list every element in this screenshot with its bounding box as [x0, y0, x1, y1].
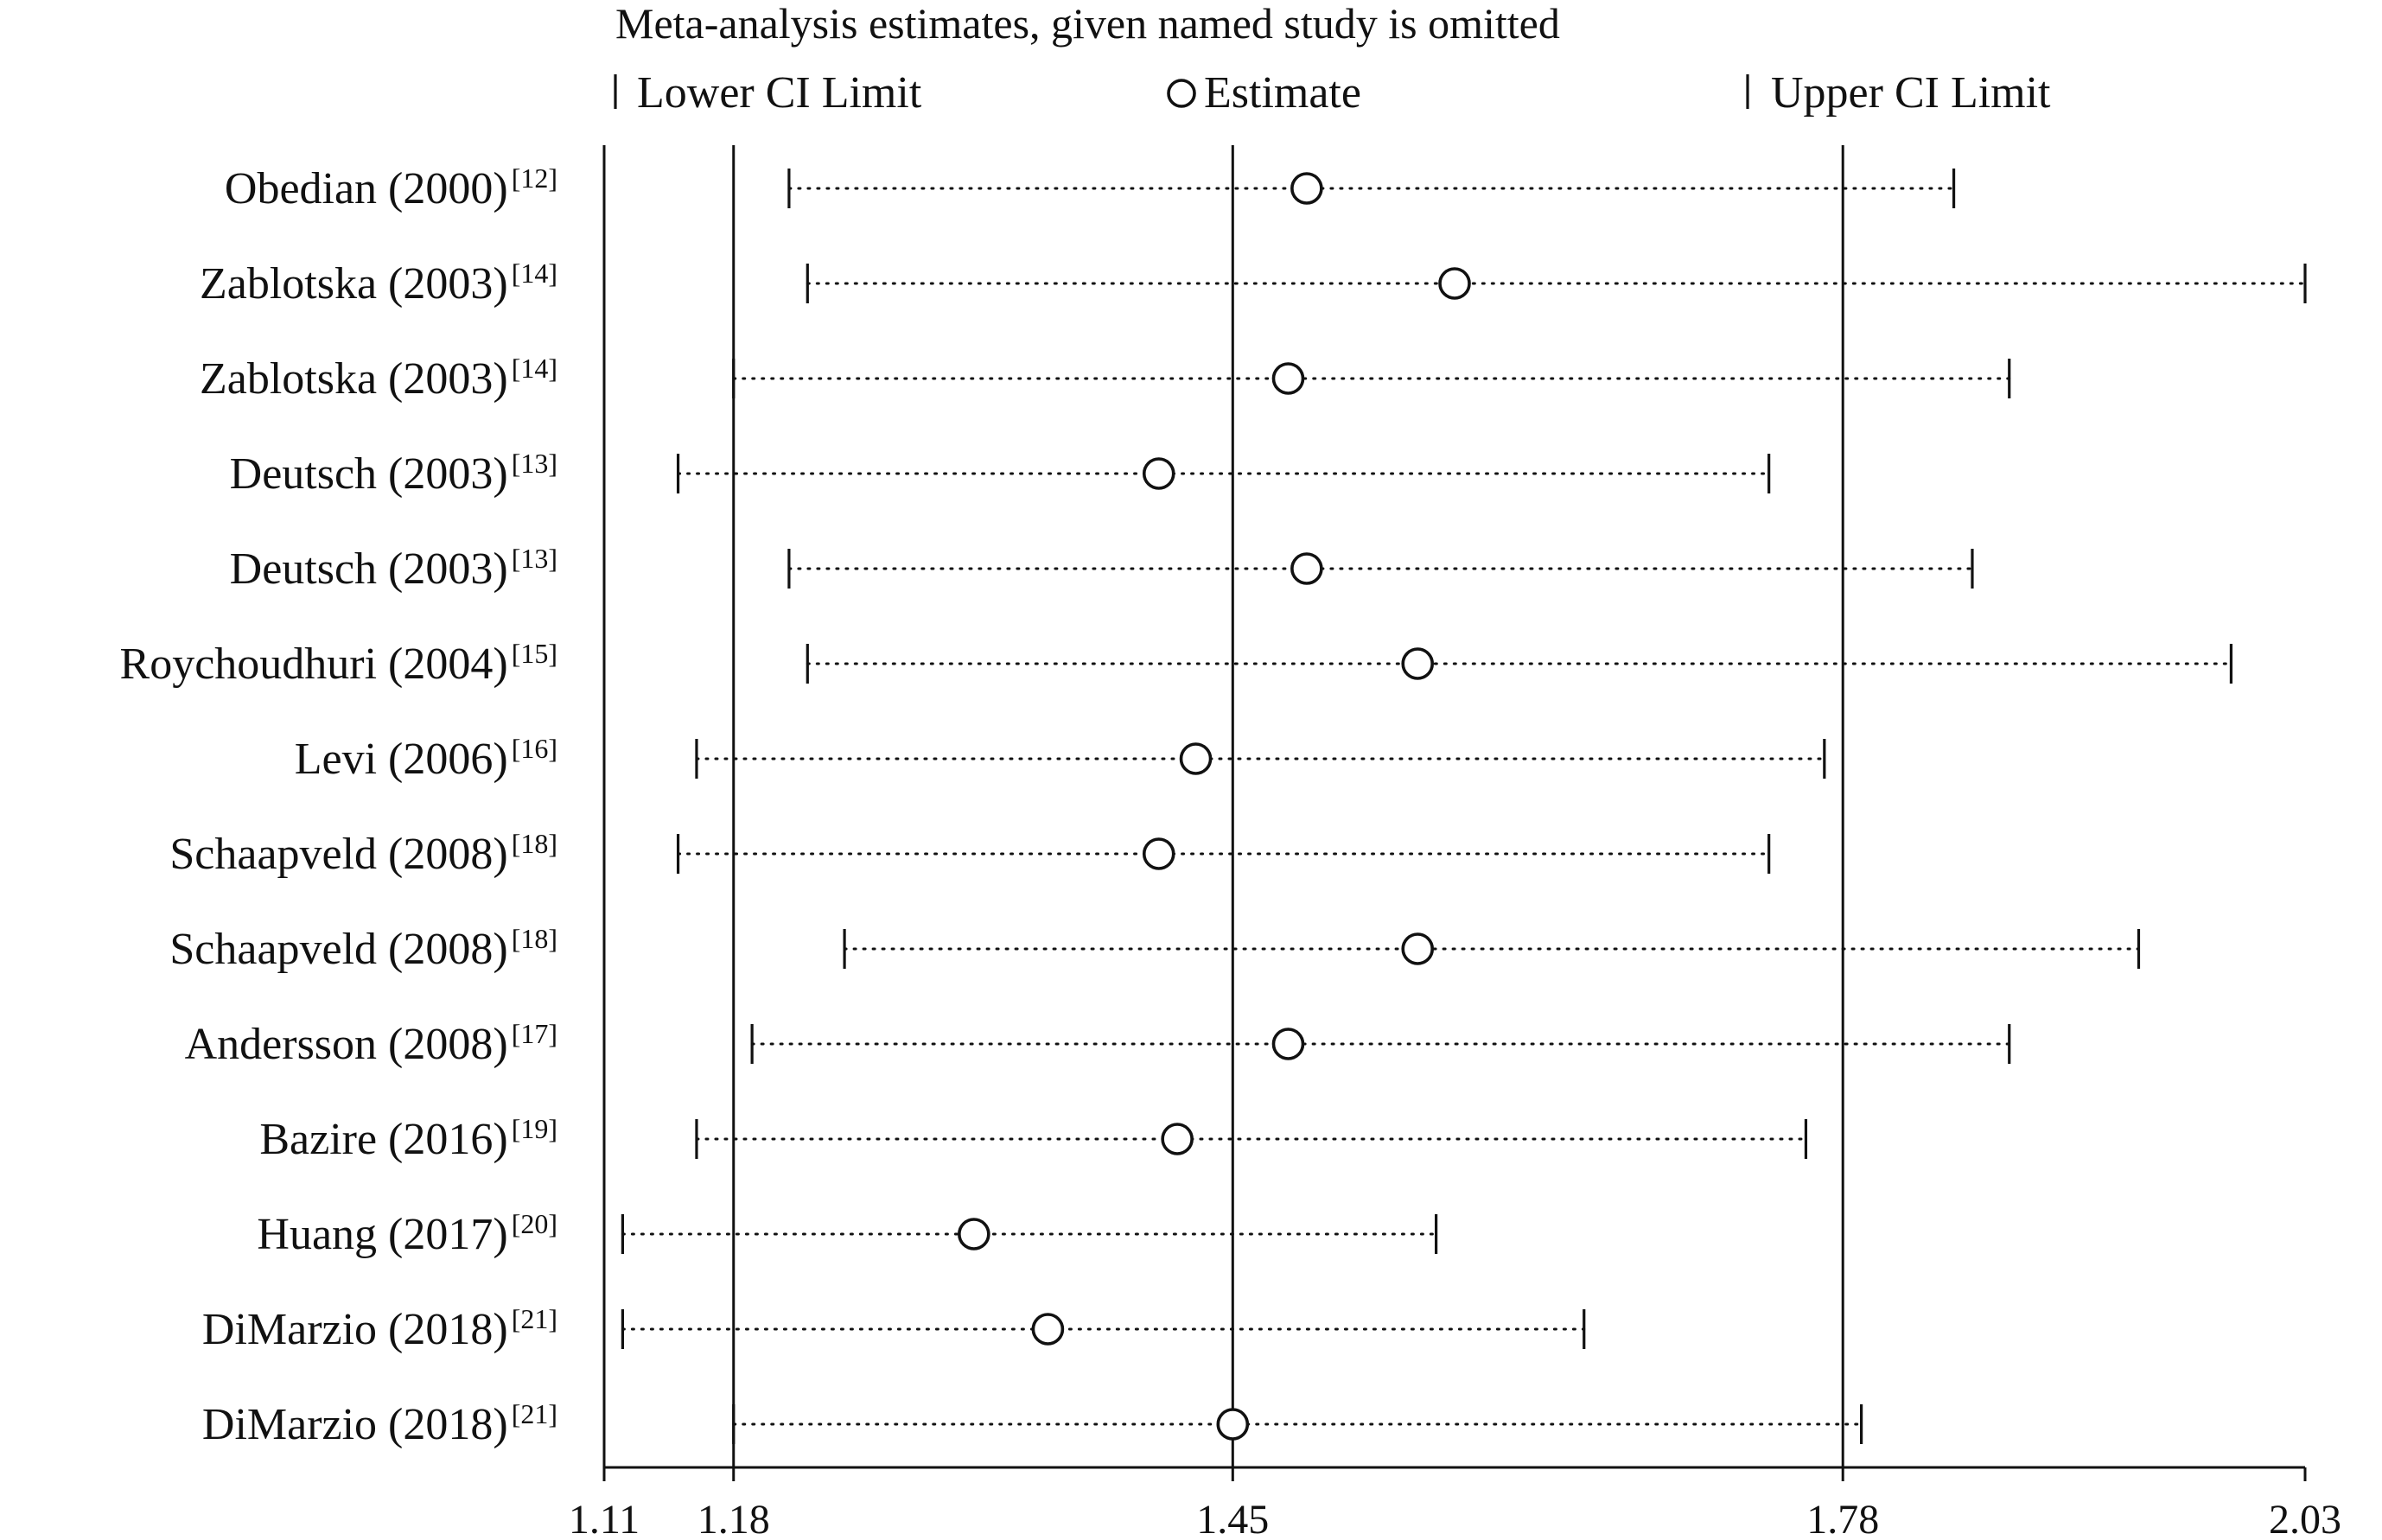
study-row: Obedian (2000) [12]: [225, 162, 1956, 213]
estimate-marker: [1290, 552, 1323, 585]
study-label: Roychoudhuri (2004) [15]: [120, 638, 557, 689]
study-label: Schaapveld (2008) [18]: [169, 828, 557, 879]
study-row: Schaapveld (2008) [18]: [169, 828, 1771, 879]
estimate-marker: [958, 1218, 990, 1250]
study-label: Zablotska (2003) [14]: [200, 353, 557, 404]
study-label: Deutsch (2003) [13]: [230, 543, 557, 594]
study-row: Deutsch (2003) [13]: [230, 448, 1771, 499]
study-row: Levi (2006) [16]: [295, 733, 1826, 784]
estimate-marker: [1271, 1028, 1305, 1060]
study-row: Schaapveld (2008) [18]: [169, 923, 2141, 974]
study-row: Bazire (2016) [19]: [259, 1113, 1808, 1164]
study-row: Andersson (2008) [17]: [185, 1018, 2011, 1069]
estimate-marker: [1401, 932, 1435, 965]
estimate-marker: [1161, 1123, 1194, 1155]
legend-estimate-marker: [1167, 79, 1196, 108]
estimate-marker: [1290, 172, 1323, 205]
study-label: Zablotska (2003) [14]: [200, 258, 557, 309]
study-label: Andersson (2008) [17]: [185, 1018, 557, 1069]
study-label: DiMarzio (2018) [21]: [202, 1398, 557, 1449]
x-tick-label: 1.18: [697, 1497, 770, 1540]
x-tick-label: 2.03: [2269, 1497, 2341, 1540]
legend: Lower CI Limit Estimate Upper CI Limit: [614, 68, 2051, 118]
legend-lower-ci-label: Lower CI Limit: [637, 68, 922, 118]
estimate-marker: [1401, 647, 1435, 680]
study-label: Obedian (2000) [12]: [225, 162, 557, 213]
study-label: Huang (2017) [20]: [257, 1208, 557, 1259]
study-label: Deutsch (2003) [13]: [230, 448, 557, 499]
estimate-marker: [1142, 457, 1175, 490]
study-row: DiMarzio (2018) [21]: [202, 1303, 1586, 1354]
x-tick-label: 1.78: [1806, 1497, 1879, 1540]
study-label: Bazire (2016) [19]: [259, 1113, 557, 1164]
estimate-marker: [1438, 267, 1471, 300]
x-tick-label: 1.45: [1196, 1497, 1269, 1540]
study-row: Zablotska (2003) [14]: [200, 353, 2011, 404]
study-row: Zablotska (2003) [14]: [200, 258, 2307, 309]
reference-lines: [602, 145, 1844, 1467]
x-axis: 1.11 1.18 1.45 1.78 2.03: [569, 1466, 2341, 1540]
estimate-marker: [1271, 362, 1305, 395]
x-tick-label: 1.11: [569, 1497, 640, 1540]
study-row: Roychoudhuri (2004) [15]: [120, 638, 2233, 689]
study-row: Huang (2017) [20]: [257, 1208, 1438, 1259]
estimate-marker: [1142, 837, 1175, 870]
study-row: Deutsch (2003) [13]: [230, 543, 1974, 594]
estimate-marker: [1031, 1313, 1065, 1346]
legend-upper-ci-label: Upper CI Limit: [1771, 68, 2051, 118]
study-label: Schaapveld (2008) [18]: [169, 923, 557, 974]
estimate-marker: [1216, 1408, 1250, 1441]
study-label: DiMarzio (2018) [21]: [202, 1303, 557, 1354]
study-rows: Obedian (2000) [12] Zablotska (2003) [14] Za…: [120, 162, 2307, 1449]
chart-title: Meta-analysis estimates, given named stu…: [615, 0, 1560, 48]
study-label: Levi (2006) [16]: [295, 733, 557, 784]
estimate-marker: [1179, 742, 1213, 775]
study-row: DiMarzio (2018) [21]: [202, 1398, 1863, 1449]
legend-estimate-label: Estimate: [1204, 68, 1361, 118]
